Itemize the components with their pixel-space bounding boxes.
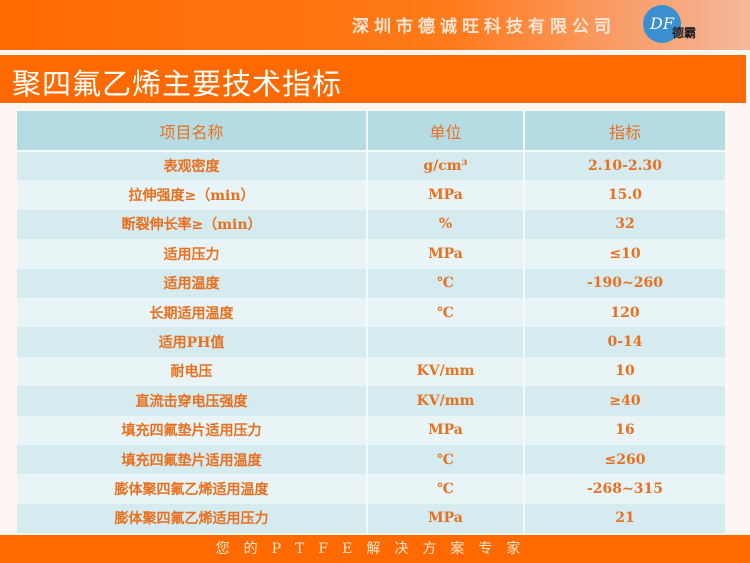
column-header: 项目名称 xyxy=(17,111,368,152)
column-header: 指标 xyxy=(524,111,725,152)
table-row: 拉伸强度≥（min） MPa 15.0 xyxy=(17,180,725,210)
unit-cell: ℃ xyxy=(367,268,525,298)
top-banner: 深圳市德诚旺科技有限公司 DF 德霸 xyxy=(0,0,750,50)
table-row: 长期适用温度 ℃ 120 xyxy=(17,297,725,328)
item-name-cell: 拉伸强度≥（min） xyxy=(17,180,368,210)
table-row: 适用PH值 0-14 xyxy=(17,327,725,357)
unit-cell: KV/mm xyxy=(367,386,525,416)
item-name-cell: 适用PH值 xyxy=(17,327,368,357)
value-cell: 21 xyxy=(524,503,725,534)
value-cell: ≤260 xyxy=(524,444,725,475)
value-cell: 120 xyxy=(524,297,725,328)
page-title: 聚四氟乙烯主要技术指标 xyxy=(12,67,343,101)
value-cell: ≥40 xyxy=(524,386,725,416)
unit-cell: ℃ xyxy=(367,474,525,504)
value-cell: 15.0 xyxy=(524,180,725,210)
unit-cell: MPa xyxy=(367,415,525,445)
value-cell: 32 xyxy=(524,209,725,240)
table-row: 适用压力 MPa ≤10 xyxy=(17,239,725,269)
table-row: 耐电压 KV/mm 10 xyxy=(17,356,725,387)
value-cell: 0-14 xyxy=(524,327,725,357)
item-name-cell: 填充四氟垫片适用压力 xyxy=(17,415,368,445)
table-row: 填充四氟垫片适用压力 MPa 16 xyxy=(17,415,725,445)
table-row: 表观密度 g/cm³ 2.10-2.30 xyxy=(17,151,725,181)
item-name-cell: 适用温度 xyxy=(17,268,368,298)
value-cell: 2.10-2.30 xyxy=(524,151,725,181)
value-cell: -190~260 xyxy=(524,268,725,298)
table-row: 直流击穿电压强度 KV/mm ≥40 xyxy=(17,386,725,416)
value-cell: 10 xyxy=(524,356,725,387)
item-name-cell: 长期适用温度 xyxy=(17,297,368,328)
company-name: 深圳市德诚旺科技有限公司 xyxy=(352,17,616,37)
item-name-cell: 直流击穿电压强度 xyxy=(17,386,368,416)
item-name-cell: 耐电压 xyxy=(17,356,368,387)
unit-cell: ℃ xyxy=(367,297,525,328)
unit-cell xyxy=(367,327,525,357)
value-cell: -268~315 xyxy=(524,474,725,504)
unit-cell: ℃ xyxy=(367,444,525,475)
title-bar: 聚四氟乙烯主要技术指标 xyxy=(0,55,746,103)
value-cell: 16 xyxy=(524,415,725,445)
item-name-cell: 填充四氟垫片适用温度 xyxy=(17,444,368,475)
logo-text: 德霸 xyxy=(672,26,697,40)
table-row: 适用温度 ℃ -190~260 xyxy=(17,268,725,298)
unit-cell: g/cm³ xyxy=(367,151,525,181)
spec-table: 项目名称 单位 指标 表观密度 g/cm³ 2.10-2.30 拉伸强度≥（min） M… xyxy=(17,111,725,534)
unit-cell: KV/mm xyxy=(367,356,525,387)
column-header: 单位 xyxy=(367,111,525,152)
value-cell: ≤10 xyxy=(524,239,725,269)
table-row: 填充四氟垫片适用温度 ℃ ≤260 xyxy=(17,444,725,475)
table-row: 断裂伸长率≥（min）% 32 xyxy=(17,209,725,240)
item-name-cell: 适用压力 xyxy=(17,239,368,269)
table-header: 项目名称 单位 指标 xyxy=(17,111,725,152)
item-name-cell: 膨体聚四氟乙烯适用压力 xyxy=(17,503,368,534)
unit-cell: MPa xyxy=(367,503,525,534)
table-row: 膨体聚四氟乙烯适用温度 ℃ -268~315 xyxy=(17,474,725,504)
logo: DF xyxy=(643,5,681,43)
item-name-cell: 断裂伸长率≥（min） xyxy=(17,209,368,240)
table-row: 膨体聚四氟乙烯适用压力 MPa 21 xyxy=(17,503,725,534)
unit-cell: MPa xyxy=(367,239,525,269)
footer-slogan: 您的PTFE解决方案专家 xyxy=(0,535,750,563)
unit-cell: % xyxy=(367,209,525,240)
item-name-cell: 膨体聚四氟乙烯适用温度 xyxy=(17,474,368,504)
unit-cell: MPa xyxy=(367,180,525,210)
item-name-cell: 表观密度 xyxy=(17,151,368,181)
